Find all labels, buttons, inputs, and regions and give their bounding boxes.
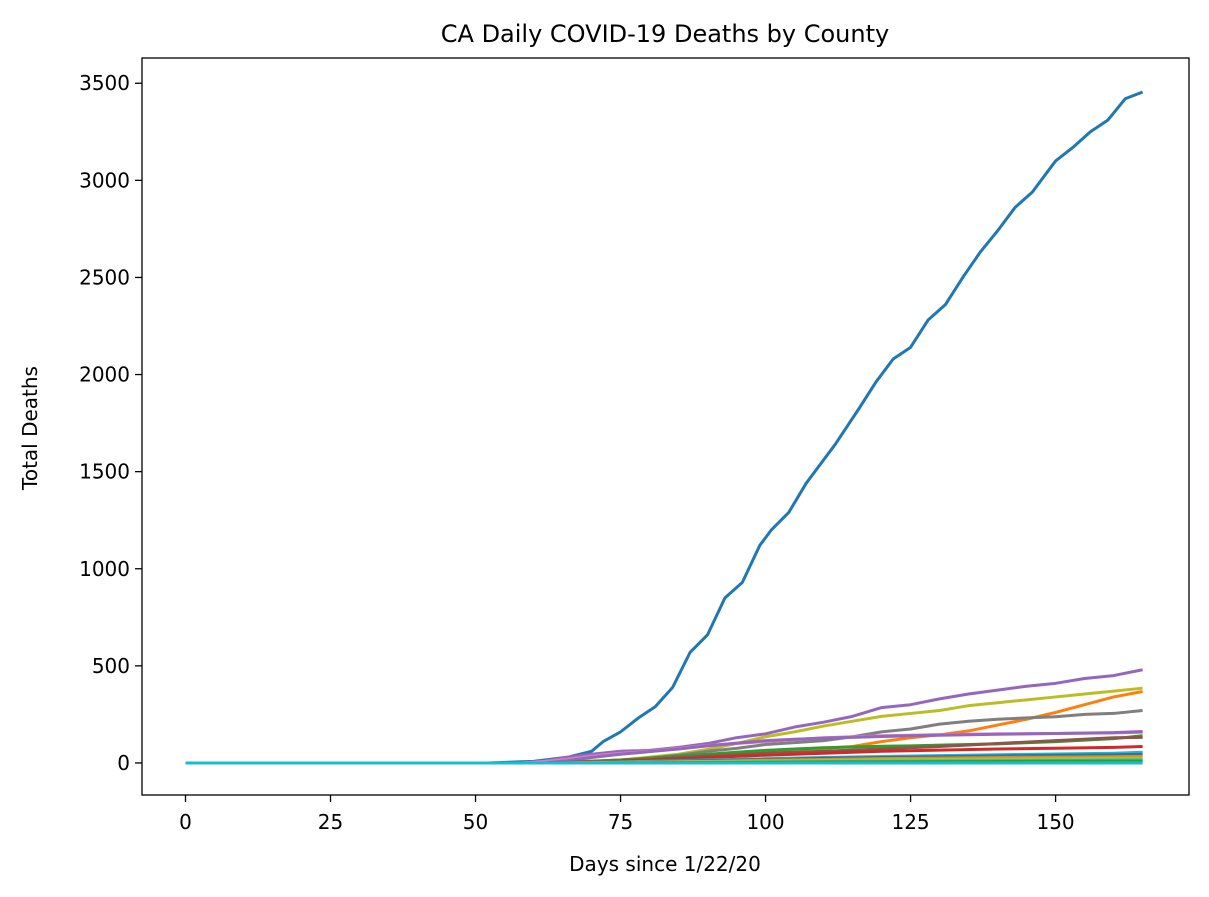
y-tick-label: 3000 — [79, 168, 130, 192]
y-axis: 0 500 1000 1500 2000 2500 3000 3500 — [79, 71, 142, 775]
x-axis: 0 25 50 75 100 125 150 — [179, 795, 1075, 834]
x-tick-label: 150 — [1036, 810, 1074, 834]
plot-frame — [141, 57, 1190, 796]
y-axis-title: Total Deaths — [18, 366, 42, 491]
y-tick-label: 1000 — [79, 557, 130, 581]
x-tick-label: 25 — [318, 810, 343, 834]
series-layer — [185, 90, 1144, 765]
y-tick-label: 1500 — [79, 460, 130, 484]
y-tick-label: 3500 — [79, 71, 130, 95]
y-tick-label: 2500 — [79, 265, 130, 289]
series-line-0 — [185, 90, 1144, 765]
x-tick-label: 100 — [746, 810, 784, 834]
y-tick-label: 500 — [92, 654, 130, 678]
series-line-1 — [185, 668, 1143, 765]
x-axis-title: Days since 1/22/20 — [569, 852, 761, 876]
x-tick-label: 125 — [891, 810, 929, 834]
x-tick-label: 0 — [179, 810, 192, 834]
y-tick-label: 2000 — [79, 363, 130, 387]
x-tick-label: 50 — [463, 810, 488, 834]
chart-title: CA Daily COVID-19 Deaths by County — [441, 20, 889, 48]
y-tick-label: 0 — [117, 751, 130, 775]
plot-area — [185, 90, 1144, 765]
x-tick-label: 75 — [608, 810, 633, 834]
series-line-6 — [185, 730, 1143, 765]
